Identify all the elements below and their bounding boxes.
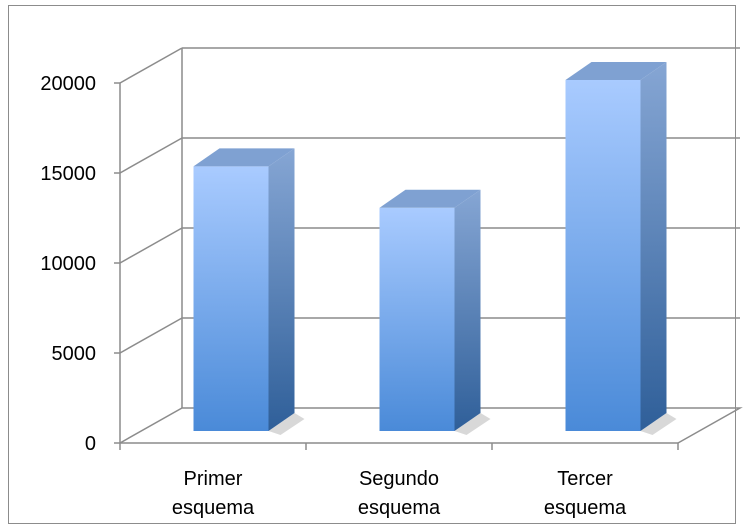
bar-top-face	[193, 148, 295, 167]
bar-3	[565, 62, 667, 431]
bar-top-face	[379, 189, 481, 208]
gridline-side	[119, 317, 183, 354]
bar-2	[379, 189, 481, 431]
y-tick-label: 15000	[40, 163, 96, 185]
x-tick-label: Tercer	[557, 468, 613, 490]
y-tick-label: 20000	[40, 73, 96, 95]
bar-shadows	[268, 413, 677, 435]
x-tick-label: esquema	[358, 497, 441, 519]
bar-front-face	[565, 80, 641, 431]
y-tick-label: 5000	[52, 343, 97, 365]
y-tick-labels: 0 5000 10000 15000 20000	[40, 73, 96, 455]
x-tick-label: esquema	[172, 497, 255, 519]
y-tick-label: 10000	[40, 253, 96, 275]
bar-1	[193, 148, 295, 431]
bars	[193, 62, 667, 431]
x-tick-label: Segundo	[359, 468, 439, 490]
bar-side-face	[640, 62, 667, 431]
x-tick-labels: Primer esquema Segundo esquema Tercer esquema	[172, 468, 627, 519]
gridline-side	[119, 137, 183, 174]
bar-top-face	[565, 62, 667, 80]
x-tick-label: Primer	[184, 468, 243, 490]
bar-shadow	[268, 413, 305, 435]
gridline-side	[119, 47, 183, 84]
bar-side-face	[454, 189, 481, 431]
bar-shadow	[454, 413, 491, 435]
x-tick-label: esquema	[544, 497, 627, 519]
bar-front-face	[379, 207, 455, 431]
y-tick-label: 0	[85, 433, 96, 455]
bar-front-face	[193, 166, 269, 431]
gridline-side	[119, 227, 183, 264]
bar-shadow	[640, 413, 677, 435]
axes	[114, 82, 679, 450]
bar-side-face	[268, 148, 295, 431]
